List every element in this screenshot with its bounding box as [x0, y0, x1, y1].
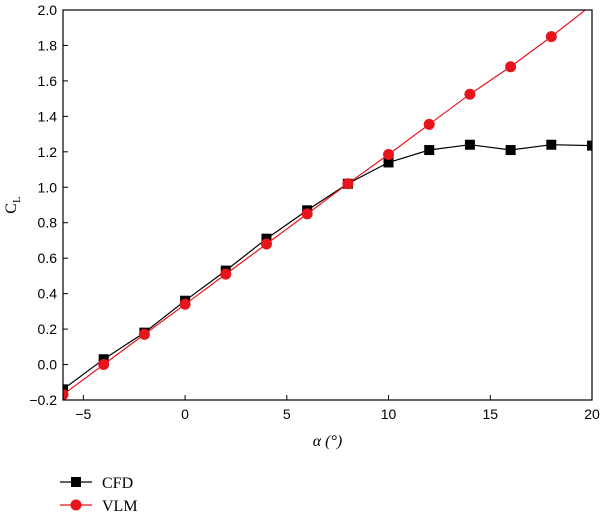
x-tick-label: 20 — [584, 406, 600, 422]
series-vlm-point — [220, 268, 232, 280]
series-cfd-point — [546, 139, 557, 150]
x-tick-label: 5 — [283, 406, 291, 422]
y-tick-label: 1.8 — [38, 37, 58, 53]
legend: CFD VLM — [60, 475, 138, 515]
y-axis-title: CL — [3, 196, 23, 214]
legend-item-vlm: VLM — [60, 498, 138, 515]
y-tick-label: 0.6 — [38, 250, 58, 266]
legend-cfd-marker — [71, 477, 81, 487]
y-tick-label: 1.6 — [38, 73, 58, 89]
legend-item-cfd: CFD — [60, 475, 133, 492]
series-vlm-point — [423, 118, 435, 130]
series-vlm-point — [464, 88, 476, 100]
y-tick-label: 1.2 — [38, 144, 58, 160]
series-vlm-point — [98, 359, 110, 371]
series-cfd-point — [505, 145, 516, 156]
series-cfd-point — [464, 139, 475, 150]
legend-vlm-label: VLM — [102, 498, 138, 515]
series-vlm-point — [505, 61, 517, 73]
x-tick-label: 15 — [482, 406, 498, 422]
series-vlm-point — [301, 208, 313, 220]
series-cfd-point — [424, 145, 435, 156]
x-tick-label: 10 — [381, 406, 397, 422]
ticks-layer: −5 0 5 10 15 20 −0.2 0.0 0.2 0.4 0.6 0.8 1.0 1.2 1.4 1.… — [29, 2, 600, 422]
y-tick-label: 0.0 — [38, 357, 58, 373]
x-tick-label: 0 — [181, 406, 189, 422]
series-cfd-point — [383, 157, 394, 168]
y-tick-label: 0.2 — [38, 321, 58, 337]
x-tick-label: −5 — [75, 406, 91, 422]
series-cfd-point — [587, 140, 592, 151]
series-vlm-point — [590, 10, 592, 11]
y-tick-label: 2.0 — [38, 2, 58, 18]
y-tick-label: −0.2 — [29, 392, 57, 408]
y-tick-label: 1.0 — [38, 179, 58, 195]
y-axis-title-main: C — [3, 203, 20, 214]
y-tick-label: 0.4 — [38, 286, 58, 302]
series-layer — [63, 10, 592, 400]
y-tick-label: 0.8 — [38, 215, 58, 231]
plot-frame — [62, 9, 593, 401]
series-vlm-point — [383, 148, 395, 160]
series-cfd-point — [63, 384, 68, 395]
series-vlm-point — [63, 389, 69, 400]
y-axis-title-sub: L — [11, 196, 23, 203]
series-vlm-point — [260, 238, 272, 250]
x-axis-title: α (°) — [313, 433, 342, 450]
series-vlm-point — [545, 31, 557, 43]
y-tick-label: 1.4 — [38, 108, 58, 124]
legend-vlm-marker — [70, 499, 82, 511]
series-vlm-point — [138, 328, 150, 340]
series-vlm-point — [342, 178, 354, 190]
series-cfd-line — [63, 144, 592, 390]
series-vlm-line — [63, 10, 587, 396]
series-vlm-point — [179, 298, 191, 310]
legend-cfd-label: CFD — [102, 475, 133, 492]
